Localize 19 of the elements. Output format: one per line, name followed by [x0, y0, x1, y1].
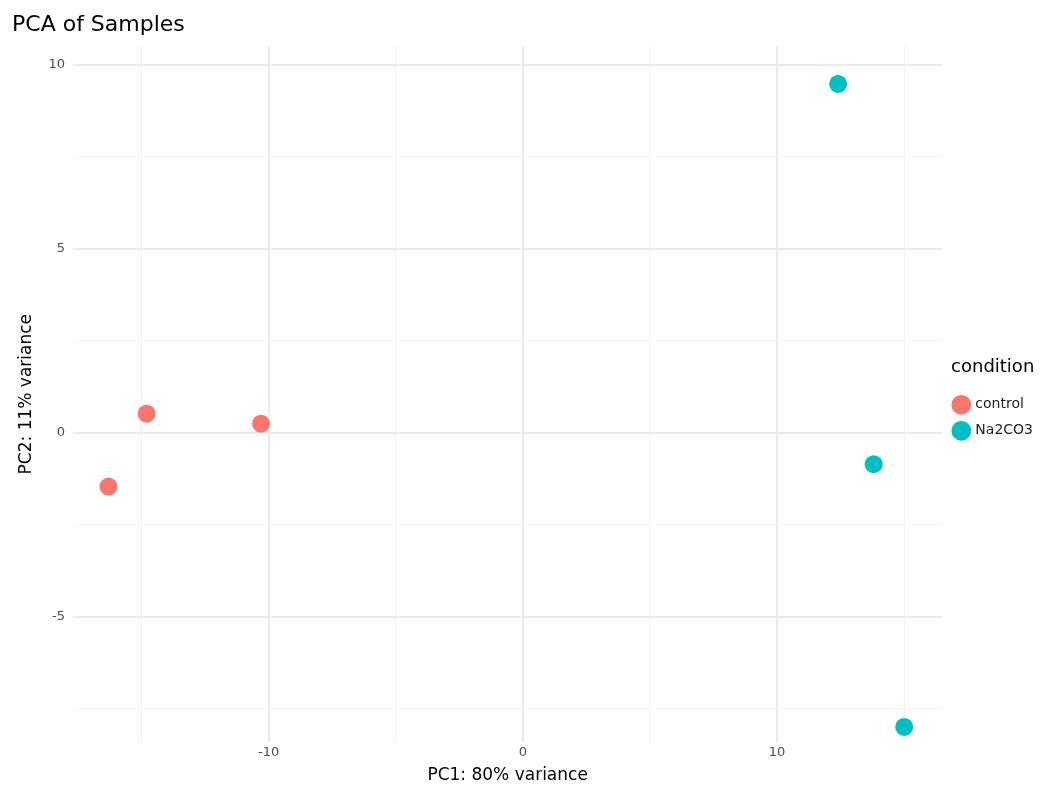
point — [864, 455, 883, 474]
y-tick-label: 0 — [56, 424, 65, 440]
y-tick-label: -5 — [51, 608, 65, 624]
point — [895, 717, 914, 736]
y-axis-title: PC2: 11% variance — [14, 313, 35, 475]
point — [137, 404, 156, 423]
legend-label: control — [975, 395, 1024, 412]
x-tick-label: 0 — [518, 744, 528, 760]
legend-title: condition — [951, 354, 1035, 376]
point — [829, 74, 848, 93]
x-tick-label: -10 — [258, 744, 280, 760]
x-axis-title: PC1: 80% variance — [427, 764, 588, 785]
chart-title: PCA of Samples — [12, 10, 185, 36]
y-tick-label: 10 — [48, 56, 65, 72]
point — [99, 477, 118, 496]
x-tick-label: 10 — [768, 744, 786, 760]
legend-label: Na2CO3 — [975, 421, 1034, 438]
y-tick-label: 5 — [56, 240, 65, 256]
point — [252, 414, 271, 433]
